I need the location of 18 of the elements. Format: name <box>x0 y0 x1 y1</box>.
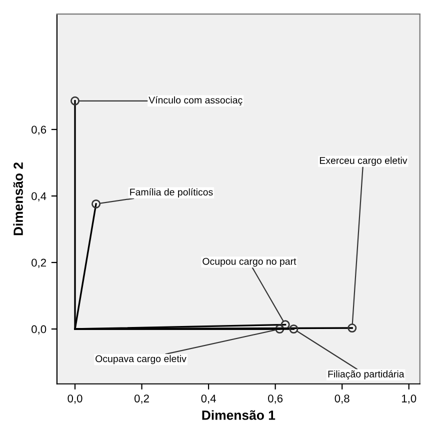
x-tick-label: 0,4 <box>201 394 216 404</box>
text: Filiação partidária <box>328 370 404 380</box>
text: Ocupou cargo no part <box>202 258 296 267</box>
x-tick-label: 1,0 <box>402 394 416 404</box>
y-tick-label: 0,0 <box>32 325 46 334</box>
text: Exerceu cargo eletiv <box>320 156 408 166</box>
text: Família de políticos <box>130 188 213 198</box>
x-tick-label: 0,0 <box>68 394 82 404</box>
text: Ocupava cargo eletiv <box>96 355 186 364</box>
y-axis-title: Dimensão 2 <box>13 162 23 236</box>
y-tick-label: 0,4 <box>32 192 46 202</box>
text: Vínculo com associaç <box>148 96 242 106</box>
x-tick-label: 0,8 <box>334 394 350 404</box>
y-tick-label: 0,2 <box>32 258 46 268</box>
y-tick-label: 0,6 <box>32 126 46 135</box>
x-axis-title: Dimensão 1 <box>202 410 276 420</box>
x-tick-label: 0,2 <box>134 394 149 404</box>
x-tick-label: 0,6 <box>268 394 283 404</box>
